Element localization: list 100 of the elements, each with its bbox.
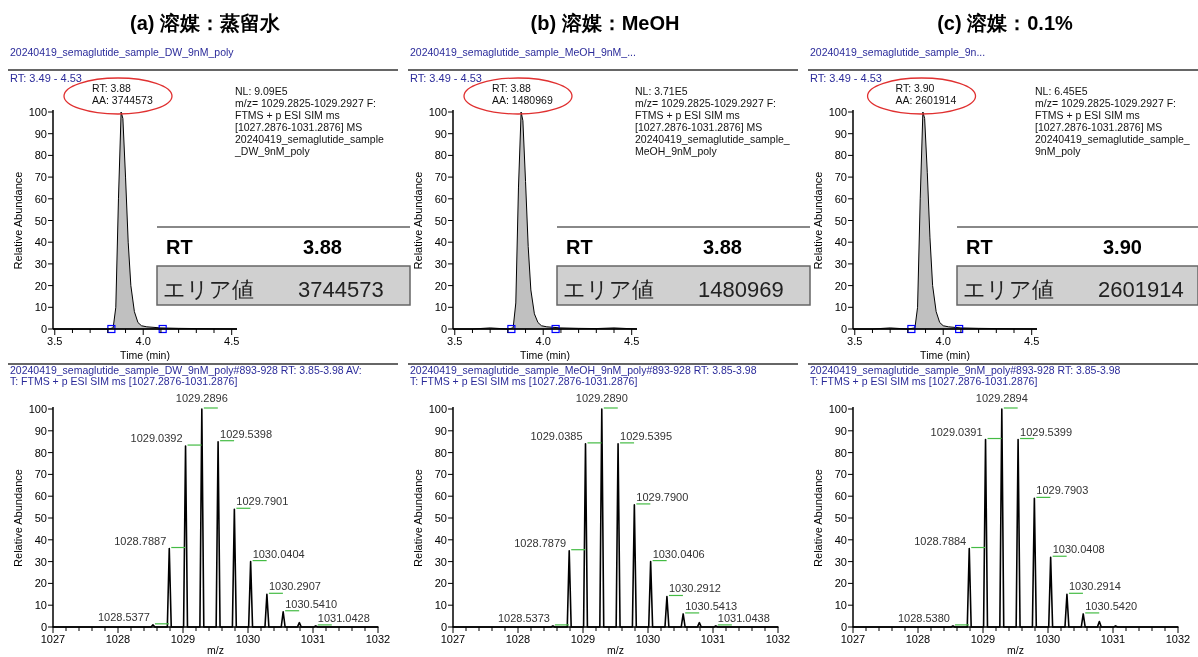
y-tick-label: 20 <box>34 279 47 292</box>
annotation: 1031.0428 <box>317 611 370 624</box>
y-tick-label: 60 <box>434 192 447 205</box>
x-tick-label: 3.5 <box>447 335 463 347</box>
annotation: 1030.5413 <box>685 599 738 612</box>
y-tick-label: 70 <box>434 171 447 184</box>
y-tick-label: 20 <box>34 577 47 590</box>
y-tick-label: 50 <box>434 512 447 524</box>
y-axis-title: Relative Abundance <box>812 171 824 270</box>
y-tick-label: 10 <box>834 599 847 612</box>
y-tick-label: 10 <box>434 301 447 314</box>
annotation: 1028.7884 <box>914 534 967 547</box>
x-tick-label: 1032 <box>365 633 391 645</box>
annotation: 1028.7887 <box>114 534 167 547</box>
y-tick-label: 80 <box>434 446 447 459</box>
y-tick-label: 60 <box>834 490 847 503</box>
x-tick-label: 1032 <box>765 633 791 645</box>
y-tick-label: 90 <box>834 127 847 140</box>
x-axis-title: m/z <box>207 644 224 656</box>
y-tick-label: 90 <box>434 424 447 437</box>
annotation: エリア値 <box>963 277 1054 302</box>
x-tick-label: 4.0 <box>135 335 151 347</box>
annotation: 1029.5395 <box>620 429 673 442</box>
x-tick-label: 1028 <box>905 633 931 645</box>
x-axis-title: m/z <box>607 644 624 656</box>
x-tick-label: 4.5 <box>224 335 240 347</box>
y-tick-label: 70 <box>34 171 47 184</box>
y-tick-label: 40 <box>834 533 847 546</box>
text: RT: 3.49 - 4.53 <box>810 72 882 84</box>
y-tick-label: 0 <box>40 621 47 633</box>
annotation: 1029.2896 <box>175 392 228 404</box>
chart-subtitle: 20240419_semaglutide_sample_DW_9nM_poly <box>10 46 235 58</box>
x-axis-title: Time (min) <box>520 349 570 361</box>
x-tick-label: 1029 <box>970 633 996 645</box>
x-axis-title: Time (min) <box>120 349 170 361</box>
chart-title: (b) 溶媒：MeOH <box>530 12 680 34</box>
y-tick-label: 10 <box>834 301 847 314</box>
annotation: 1030.0408 <box>1052 543 1105 556</box>
y-tick-label: 20 <box>434 279 447 292</box>
x-tick-label: 1030 <box>1035 633 1061 645</box>
y-axis-title: Relative Abundance <box>12 171 24 270</box>
annotation: 1030.5420 <box>1085 599 1138 612</box>
y-tick-label: 90 <box>834 424 847 437</box>
annotation: 1028.5377 <box>97 610 150 623</box>
text: RT: 3.49 - 4.53 <box>410 72 482 84</box>
annotation: 1029.7900 <box>636 490 689 503</box>
y-tick-label: 70 <box>834 468 847 481</box>
x-tick-label: 1027 <box>840 633 866 645</box>
annotation: RT: 3.88 AA: 1480969 <box>492 82 553 106</box>
y-tick-label: 30 <box>434 555 447 568</box>
chart-subtitle: 20240419_semaglutide_sample_9nM_poly#893-928 RT: 3.85-3.98 T: FTMS + p ESI SIM ms [1027.2876-1031.2876] <box>810 364 1121 387</box>
y-tick-label: 60 <box>434 490 447 503</box>
y-tick-label: 0 <box>840 621 847 633</box>
chart-title: (a) 溶媒：蒸留水 <box>130 12 281 34</box>
text: 3.90 <box>1103 236 1142 258</box>
y-tick-label: 70 <box>434 468 447 481</box>
y-tick-label: 10 <box>34 599 47 612</box>
annotation: RT: 3.88 AA: 3744573 <box>92 82 153 106</box>
y-tick-label: 30 <box>34 257 47 270</box>
annotation: 1029.2894 <box>975 392 1028 404</box>
x-tick-label: 1031 <box>700 633 726 645</box>
y-axis-title: Relative Abundance <box>12 469 24 567</box>
y-tick-label: 100 <box>428 106 447 118</box>
y-tick-label: 90 <box>434 127 447 140</box>
y-tick-label: 60 <box>34 192 47 205</box>
x-tick-label: 1029 <box>570 633 596 645</box>
chart-subtitle: 20240419_semaglutide_sample_MeOH_9nM_... <box>410 46 636 58</box>
y-tick-label: 100 <box>828 106 847 118</box>
y-tick-label: 80 <box>834 446 847 459</box>
y-tick-label: 40 <box>34 533 47 546</box>
annotation: NL: 9.09E5 m/z= 1029.2825-1029.2927 F: FTMS + p ESI SIM ms [1027.2876-1031.2876] MS 20240419_semaglutide_sample _DW_9nM_poly <box>234 85 385 157</box>
y-tick-label: 70 <box>834 171 847 184</box>
annotation: 1028.5373 <box>497 611 550 624</box>
annotation: 1030.0406 <box>652 547 705 560</box>
x-tick-label: 4.5 <box>624 335 640 347</box>
y-tick-label: 50 <box>834 512 847 524</box>
y-tick-label: 100 <box>28 106 47 118</box>
text: RT: 3.49 - 4.53 <box>10 72 82 84</box>
x-tick-label: 1031 <box>300 633 326 645</box>
y-tick-label: 80 <box>34 149 47 162</box>
y-tick-label: 90 <box>34 127 47 140</box>
y-tick-label: 30 <box>834 555 847 568</box>
y-tick-label: 30 <box>434 257 447 270</box>
chart-title: (c) 溶媒：0.1% <box>937 12 1074 34</box>
y-tick-label: 100 <box>828 403 847 415</box>
text: 3744573 <box>298 277 384 302</box>
annotation: 1030.2914 <box>1068 580 1121 593</box>
annotation: 1028.5380 <box>897 611 950 624</box>
y-tick-label: 20 <box>834 279 847 292</box>
y-tick-label: 50 <box>34 214 47 227</box>
annotation: NL: 3.71E5 m/z= 1029.2825-1029.2927 F: FTMS + p ESI SIM ms [1027.2876-1031.2876] MS 20240419_semaglutide_sample_ MeOH_9nM_poly <box>635 85 790 157</box>
x-tick-label: 1027 <box>40 633 66 645</box>
x-tick-label: 1029 <box>170 633 196 645</box>
annotation: 1031.0438 <box>717 611 770 624</box>
x-tick-label: 1032 <box>1165 633 1191 645</box>
chart-subtitle: 20240419_semaglutide_sample_DW_9nM_poly#893-928 RT: 3.85-3.98 AV: T: FTMS + p ESI SIM ms [1027.2876-1031.2876] <box>10 364 362 387</box>
y-axis-title: Relative Abundance <box>412 171 424 270</box>
y-tick-label: 80 <box>434 149 447 162</box>
x-tick-label: 1028 <box>505 633 531 645</box>
y-tick-label: 40 <box>34 236 47 249</box>
